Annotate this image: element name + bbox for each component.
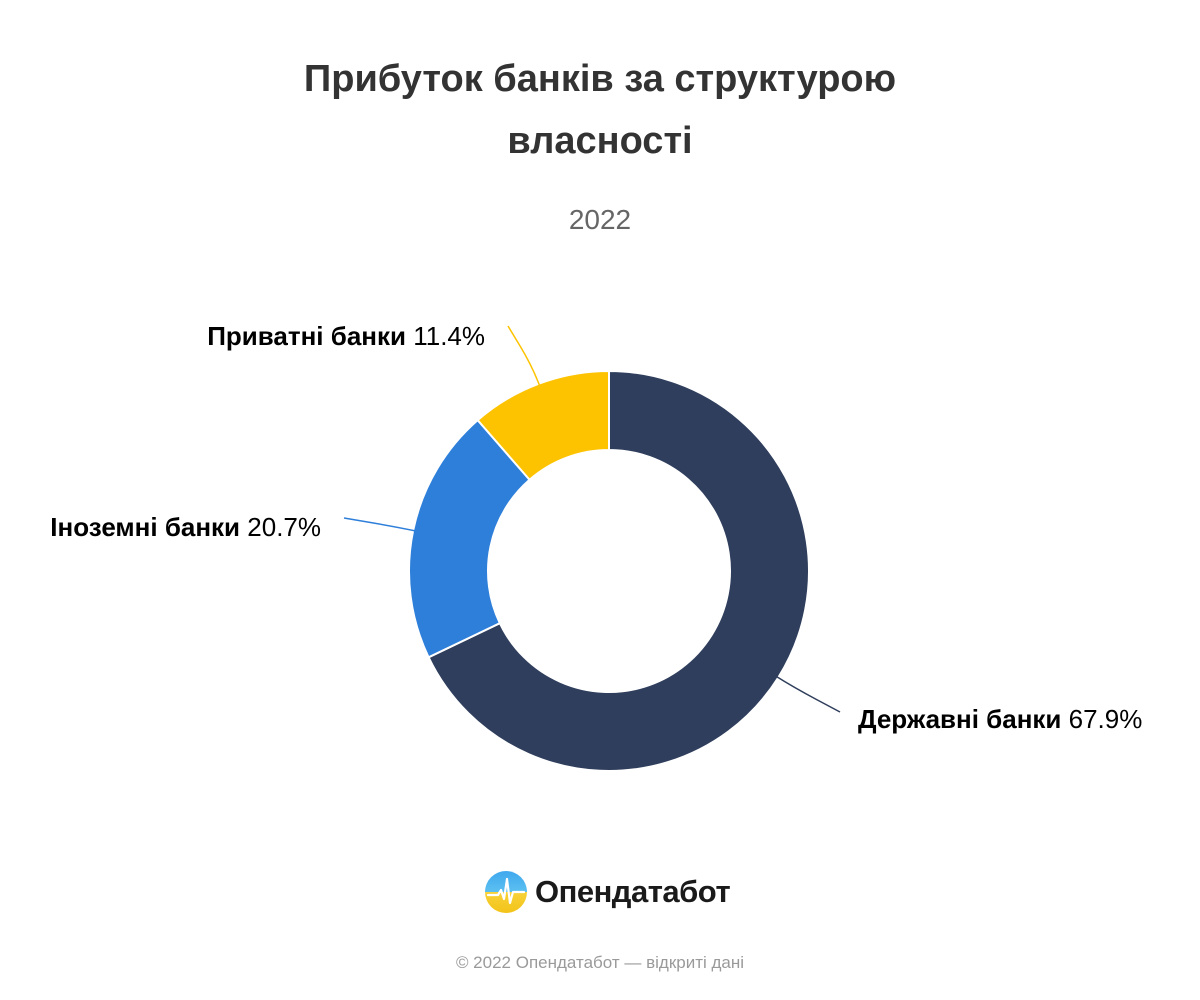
donut-slice: [408, 418, 531, 659]
brand-name: Опендатабот: [535, 874, 731, 909]
leader-lines: [343, 325, 841, 713]
donut-slice: [427, 369, 810, 772]
leader-line: [774, 674, 841, 713]
slice-label: Приватні банки 11.4%: [207, 321, 485, 351]
slice-label-name: Приватні банки: [207, 321, 406, 351]
slice-label-name: Державні банки: [858, 704, 1061, 734]
leader-line: [507, 325, 541, 388]
slice-label-value: 20.7%: [240, 512, 321, 542]
leader-line: [343, 517, 418, 532]
slice-label-value: 11.4%: [406, 321, 485, 351]
slice-label: Державні банки 67.9%: [858, 704, 1142, 734]
opendatabot-logo-icon: [485, 871, 527, 913]
slice-labels: Державні банки 67.9% Іноземні банки 20.7%…: [50, 321, 1142, 734]
slice-label-value: 67.9%: [1061, 704, 1142, 734]
chart-subtitle: 2022: [568, 204, 632, 235]
donut-slice: [476, 369, 610, 482]
slice-label-name: Іноземні банки: [50, 512, 240, 542]
donut-slices: [408, 369, 810, 772]
footer-copyright: © 2022 Опендатабот — відкриті дані: [455, 953, 745, 972]
slice-label: Іноземні банки 20.7%: [50, 512, 321, 542]
chart-title: Прибуток банків за структурою власності: [303, 58, 897, 162]
brand-logo: Опендатабот: [484, 869, 731, 915]
